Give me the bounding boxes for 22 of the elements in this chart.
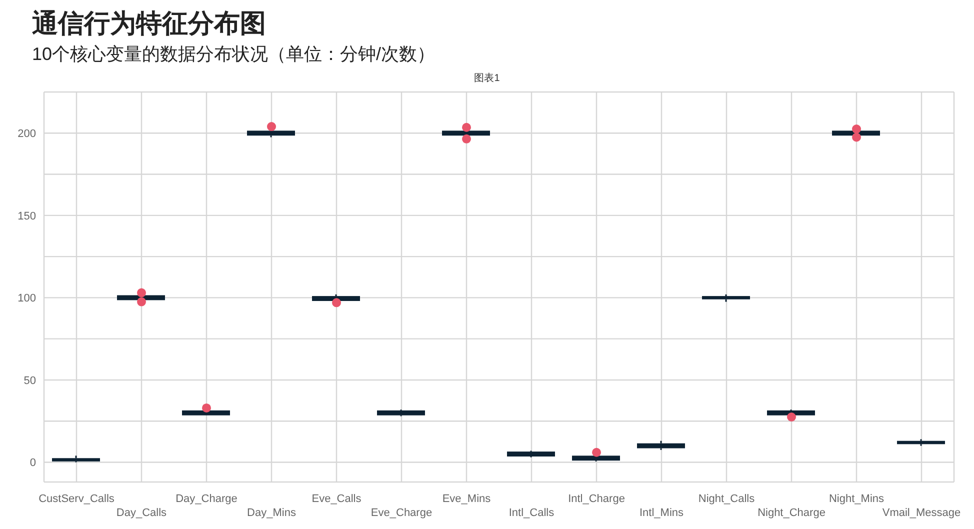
x-tick-label: Eve_Mins <box>442 493 492 505</box>
x-tick-label: Eve_Calls <box>312 493 362 505</box>
x-tick-label: Night_Charge <box>758 507 826 519</box>
y-tick-label: 150 <box>18 210 36 222</box>
x-tick-label: Day_Charge <box>176 493 238 505</box>
x-tick-label: Vmail_Message <box>882 507 961 519</box>
x-tick-label: Intl_Mins <box>639 507 684 519</box>
x-tick-label: Night_Mins <box>828 493 885 505</box>
y-tick-label: 200 <box>18 128 36 140</box>
chart-subtitle: 10个核心变量的数据分布状况（单位：分钟/次数） <box>31 43 436 66</box>
x-tick-label: CustServ_Calls <box>38 493 115 505</box>
text: 图表1 <box>473 72 501 86</box>
y-tick-label: 100 <box>18 292 36 305</box>
x-tick-label: Eve_Charge <box>370 507 432 519</box>
x-tick-label: Intl_Charge <box>568 493 625 505</box>
x-tick-label: Intl_Calls <box>508 507 555 519</box>
x-tick-label: Night_Calls <box>698 493 756 505</box>
chart-title: 通信行为特征分布图 <box>31 8 267 40</box>
x-tick-label: Day_Mins <box>247 507 296 519</box>
x-tick-label: Day_Calls <box>116 507 168 519</box>
y-tick-label: 50 <box>24 374 36 387</box>
y-tick-label: 0 <box>30 457 36 470</box>
